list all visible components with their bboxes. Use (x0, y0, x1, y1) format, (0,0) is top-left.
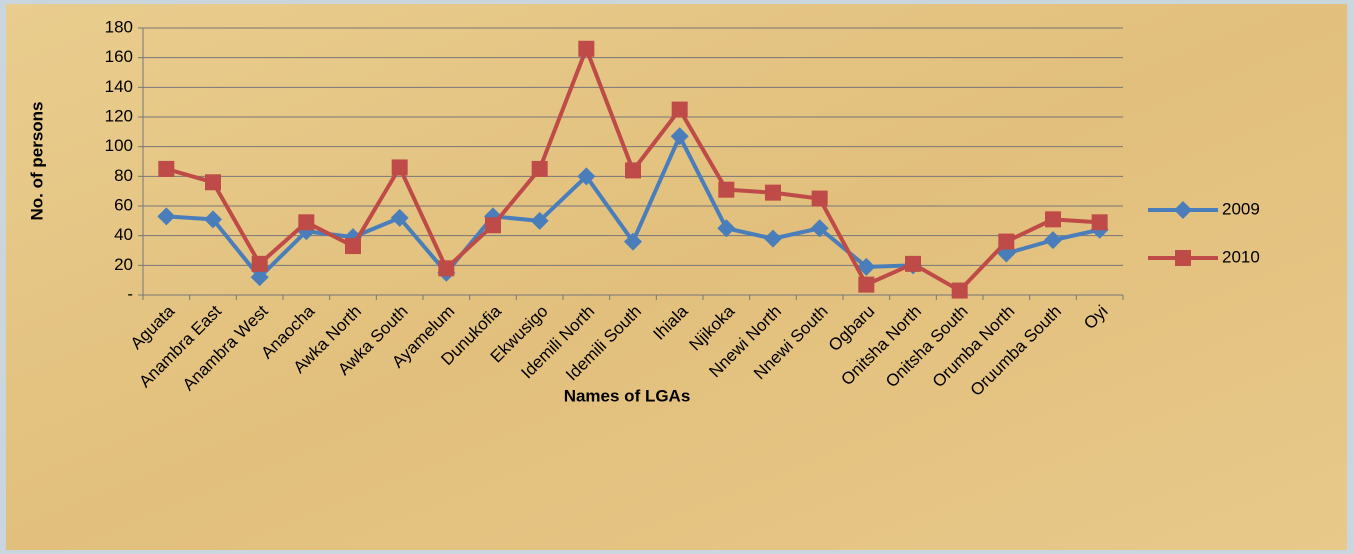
data-point (1091, 214, 1108, 231)
data-point (858, 276, 875, 293)
data-point (718, 181, 735, 198)
data-point (157, 207, 176, 226)
y-tick-label: 180 (105, 17, 133, 36)
data-point (345, 238, 361, 255)
data-point (390, 208, 409, 227)
data-point (578, 40, 595, 57)
data-point (625, 162, 641, 179)
data-point (998, 233, 1015, 250)
y-tick-label: 120 (105, 106, 133, 125)
data-point (1045, 211, 1061, 228)
data-point (298, 214, 315, 231)
data-point (251, 255, 268, 272)
y-tick-label: 100 (105, 136, 133, 155)
y-tick-label: 60 (114, 195, 133, 214)
data-point (577, 167, 596, 186)
data-point (905, 255, 921, 272)
data-point (811, 190, 828, 207)
data-point (485, 217, 501, 234)
y-tick-label: 40 (114, 225, 133, 244)
legend-marker (1174, 201, 1192, 219)
data-point (205, 174, 221, 191)
data-point (717, 219, 736, 238)
data-point (204, 210, 222, 229)
data-point (438, 260, 455, 277)
data-point (624, 232, 642, 251)
data-point (530, 211, 549, 230)
background (6, 4, 1347, 550)
data-point (671, 101, 688, 118)
data-point (857, 257, 876, 276)
data-point (391, 159, 408, 176)
y-tick-label: 80 (114, 166, 133, 185)
data-point (250, 268, 269, 287)
y-tick-label: 160 (105, 47, 133, 66)
legend-marker (1175, 250, 1191, 266)
data-point (158, 160, 175, 177)
data-point (765, 184, 781, 201)
x-axis-title: Names of LGAs (564, 386, 691, 405)
y-tick-label: - (127, 284, 133, 303)
data-point (951, 282, 968, 299)
legend-label: 2009 (1222, 199, 1260, 218)
data-point (531, 160, 548, 177)
y-tick-label: 140 (105, 77, 133, 96)
data-point (810, 219, 829, 238)
y-axis-title: No. of persons (27, 101, 46, 220)
data-point (764, 229, 782, 248)
legend-label: 2010 (1222, 247, 1260, 266)
data-point (1044, 231, 1062, 250)
data-point (670, 127, 689, 146)
y-tick-label: 20 (114, 255, 133, 274)
